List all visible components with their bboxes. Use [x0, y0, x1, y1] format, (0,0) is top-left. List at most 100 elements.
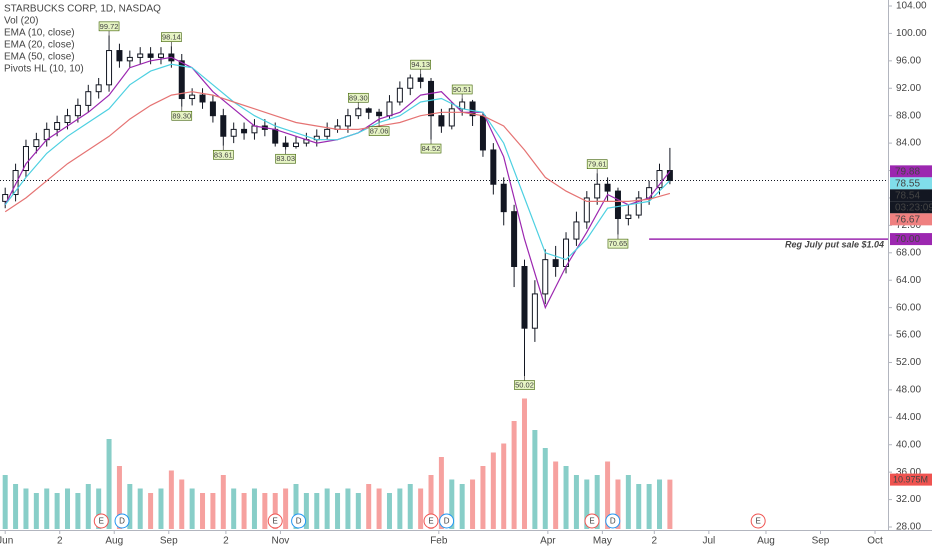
volume-bar	[262, 493, 268, 529]
y-tick-label: 60.00	[896, 302, 921, 313]
volume-bar	[480, 466, 486, 529]
price-tag-bg	[890, 177, 932, 190]
pivot-label: 87.06	[370, 127, 389, 136]
volume-bar	[168, 470, 174, 529]
pivot-box	[368, 126, 390, 136]
event-label: D	[119, 517, 125, 526]
event-label: D	[444, 517, 450, 526]
candle-body	[209, 101, 216, 117]
volume-bar	[542, 448, 548, 529]
volume-tag-bg	[890, 473, 932, 486]
event-label: E	[273, 517, 278, 526]
candle-body	[448, 108, 455, 127]
candle-body	[656, 170, 663, 189]
candle-body	[137, 53, 144, 58]
y-tick-label: 40.00	[896, 439, 921, 450]
pivot-label: 83.03	[276, 154, 295, 163]
candle-body	[625, 214, 632, 220]
pivot-label: 50.02	[515, 381, 534, 390]
candle-body	[542, 259, 549, 295]
volume-bar	[366, 484, 372, 529]
candle-body	[407, 77, 414, 89]
volume-bar	[521, 398, 527, 529]
y-tick-label: 104.00	[896, 1, 927, 12]
volume-bar	[272, 493, 278, 529]
volume-bar	[615, 479, 621, 529]
volume-bar	[251, 488, 257, 529]
y-tick-label: 44.00	[896, 412, 921, 423]
volume-bar	[490, 452, 496, 529]
volume-bar	[75, 493, 81, 529]
volume-bar	[376, 488, 382, 529]
candle-body	[33, 139, 40, 148]
volume-bar	[189, 488, 195, 529]
pivot-box	[171, 110, 193, 121]
candle-body	[396, 87, 403, 103]
candle-body	[178, 60, 185, 100]
pivot-label: 79.61	[588, 160, 607, 169]
candle-body	[438, 115, 445, 127]
candle-body	[220, 115, 227, 137]
volume-bar	[407, 484, 413, 529]
y-tick-label: 88.00	[896, 110, 921, 121]
candle-body	[386, 101, 393, 117]
candle-body	[106, 50, 113, 86]
volume-bar	[418, 488, 424, 529]
volume-bar	[148, 493, 154, 529]
event-label: E	[589, 517, 594, 526]
pivot-label: 90.51	[453, 85, 472, 94]
x-tick-label: Aug	[757, 536, 775, 547]
pivot-box	[212, 149, 234, 160]
candle-body	[324, 128, 331, 137]
legend-item: EMA (10, close)	[4, 28, 75, 39]
x-tick-label: Oct	[867, 536, 883, 547]
candle-body	[376, 111, 383, 117]
volume-bar	[386, 493, 392, 529]
candle-body	[251, 125, 258, 134]
pivot-label: 94.13	[411, 60, 430, 69]
candle-body	[199, 94, 206, 103]
pivot-box	[607, 238, 629, 249]
volume-bar	[438, 457, 444, 529]
candle-body	[531, 293, 538, 329]
event-marker	[267, 513, 283, 529]
event-label: E	[428, 517, 433, 526]
candle-body	[157, 53, 164, 58]
volume-bar	[470, 479, 476, 529]
event-label: D	[296, 517, 302, 526]
volume-bar	[501, 443, 507, 529]
event-label: E	[99, 517, 104, 526]
candle-body	[126, 56, 133, 62]
candle-body	[22, 146, 29, 172]
candle-body	[583, 197, 590, 223]
pivot-label: 70.65	[609, 239, 628, 248]
candle-body	[241, 128, 248, 134]
candle-body	[500, 183, 507, 213]
candle-body	[282, 142, 289, 148]
pivot-box	[420, 143, 442, 154]
x-tick-label: Feb	[430, 536, 448, 547]
volume-bar	[210, 493, 216, 529]
volume-bar	[65, 488, 71, 529]
countdown: 03:23:09	[895, 202, 932, 213]
event-marker	[605, 513, 621, 529]
pivot-box	[161, 32, 182, 42]
event-label: D	[610, 517, 616, 526]
event-marker	[584, 513, 600, 529]
y-tick-label: 32.00	[896, 494, 921, 505]
volume-bar	[13, 484, 19, 529]
candle-body	[365, 108, 372, 113]
volume-bar	[96, 488, 102, 529]
candle-body	[469, 101, 476, 117]
volume-bar	[158, 488, 164, 529]
volume-bar	[573, 475, 579, 529]
volume-bar	[106, 439, 112, 529]
y-tick-label: 96.00	[896, 55, 921, 66]
volume-bar	[646, 484, 652, 529]
volume-bar	[667, 479, 673, 529]
volume-bar	[563, 466, 569, 529]
y-tick-label: 84.00	[896, 138, 921, 149]
candle-body	[614, 190, 621, 220]
event-marker	[423, 513, 439, 529]
volume-bar	[511, 421, 517, 529]
